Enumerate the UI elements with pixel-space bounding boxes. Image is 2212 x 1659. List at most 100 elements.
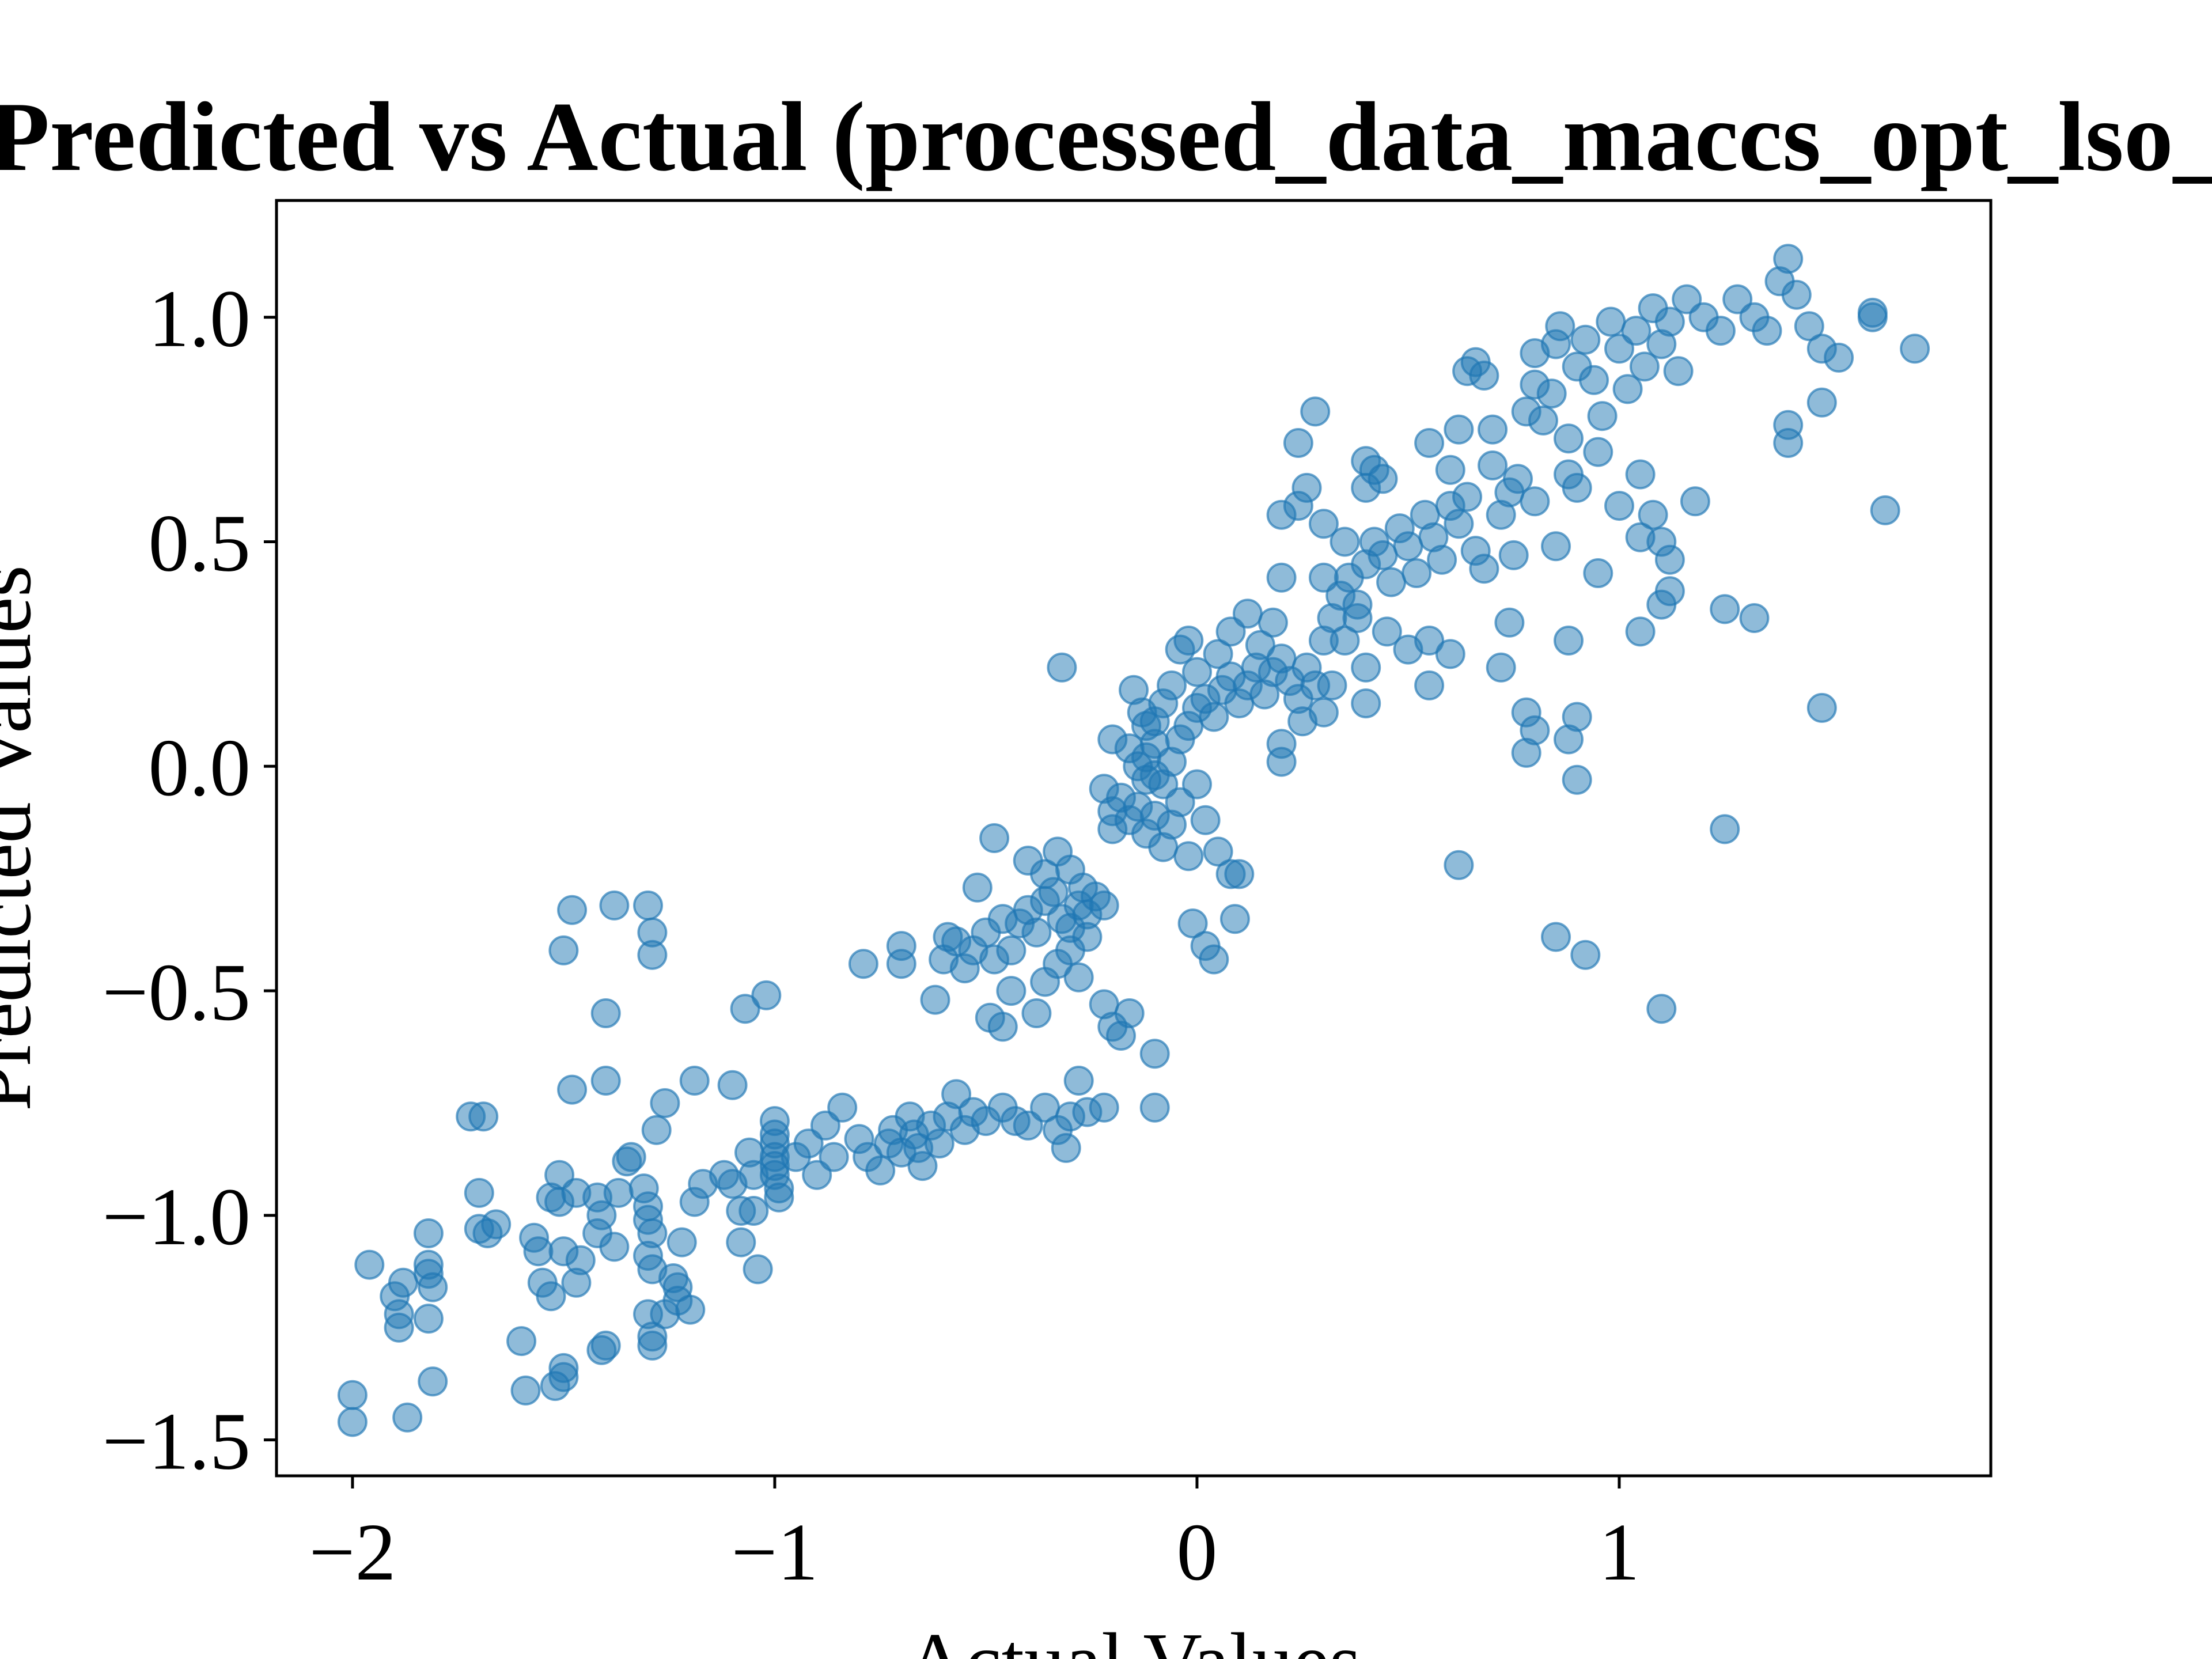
- scatter-point-86: [637, 940, 668, 970]
- scatter-point-263: [1283, 428, 1313, 458]
- scatter-point-354: [1806, 387, 1837, 418]
- scatter-point-141: [1021, 917, 1052, 948]
- scatter-point-317: [1705, 316, 1736, 346]
- scatter-point-235: [1266, 747, 1297, 777]
- scatter-point-15: [468, 1101, 499, 1132]
- scatter-point-110: [924, 1128, 955, 1159]
- scatter-point-351: [1739, 603, 1770, 633]
- scatter-point-335: [1554, 626, 1584, 656]
- scatter-point-44: [616, 1142, 646, 1172]
- scatter-point-13: [418, 1366, 448, 1397]
- scatter-point-274: [1372, 616, 1402, 647]
- scatter-point-157: [1072, 922, 1103, 952]
- scatter-point-170: [1139, 1039, 1170, 1069]
- scatter-point-283: [1444, 414, 1474, 445]
- scatter-point-20: [506, 1326, 537, 1357]
- scatter-point-98: [827, 1092, 858, 1123]
- scatter-point-165: [962, 872, 993, 903]
- scatter-point-6: [388, 1267, 418, 1298]
- scatter-point-169: [1114, 998, 1145, 1028]
- scatter-point-42: [603, 1177, 634, 1208]
- scatter-point-310: [1629, 351, 1660, 382]
- scatter-point-309: [1621, 316, 1652, 346]
- scatter-point-151: [996, 976, 1027, 1006]
- scatter-point-359: [1870, 495, 1900, 525]
- scatter-point-363: [1541, 922, 1571, 952]
- scatter-point-123: [1063, 1066, 1094, 1096]
- scatter-point-297: [1536, 378, 1567, 409]
- scatter-point-305: [1587, 401, 1618, 431]
- scatter-point-2: [354, 1249, 385, 1280]
- scatter-point-8: [413, 1218, 444, 1248]
- scatter-point-237: [1308, 697, 1339, 728]
- scatter-point-172: [1047, 652, 1077, 683]
- x-tick-label-1: −1: [731, 1506, 818, 1597]
- scatter-point-287: [1478, 414, 1508, 445]
- scatter-point-89: [679, 1066, 710, 1096]
- x-tick-label-0: −2: [309, 1506, 396, 1597]
- scatter-point-209: [1173, 841, 1204, 872]
- scatter-point-258: [1469, 554, 1499, 584]
- scatter-point-355: [1824, 342, 1854, 373]
- scatter-point-90: [717, 1070, 748, 1100]
- scatter-point-40: [590, 1330, 621, 1361]
- scatter-point-286: [1469, 361, 1499, 391]
- scatter-point-68: [738, 1196, 769, 1226]
- scatter-point-323: [1781, 279, 1812, 310]
- scatter-point-300: [1554, 423, 1584, 454]
- scatter-point-344: [1562, 702, 1592, 732]
- scatter-point-19: [481, 1209, 512, 1240]
- scatter-point-152: [1021, 998, 1052, 1028]
- y-tick-label-5: 1.0: [149, 273, 251, 364]
- scatter-point-272: [1342, 603, 1373, 633]
- scatter-point-334: [1654, 544, 1685, 575]
- scatter-point-320: [1752, 316, 1782, 346]
- scatter-point-358: [1900, 334, 1930, 364]
- y-tick-label-0: −1.5: [102, 1396, 251, 1487]
- scatter-point-330: [1604, 491, 1634, 521]
- plot-area: [337, 244, 1930, 1437]
- scatter-point-326: [1520, 486, 1550, 517]
- scatter-point-279: [1351, 688, 1381, 719]
- scatter-point-364: [1570, 940, 1601, 970]
- scatter-point-214: [1224, 859, 1255, 889]
- scatter-point-282: [1435, 454, 1465, 485]
- scatter-point-59: [675, 1294, 706, 1325]
- scatter-point-329: [1583, 437, 1613, 467]
- scatter-point-308: [1612, 374, 1643, 404]
- scatter-point-78: [548, 935, 579, 965]
- scatter-point-277: [1435, 639, 1465, 669]
- scatter-point-357: [1857, 297, 1888, 328]
- scatter-point-247: [1376, 567, 1407, 597]
- y-tick-label-4: 0.5: [149, 497, 251, 588]
- scatter-point-288: [1478, 450, 1508, 480]
- scatter-point-331: [1625, 459, 1656, 490]
- scatter-point-338: [1486, 652, 1516, 683]
- scatter-point-82: [590, 1066, 621, 1096]
- scatter-point-350: [1710, 594, 1740, 624]
- axes-frame: [275, 199, 1993, 1478]
- scatter-point-281: [1414, 428, 1445, 458]
- scatter-point-270: [1308, 562, 1339, 593]
- scatter-point-273: [1351, 652, 1381, 683]
- scatter-point-341: [1511, 737, 1541, 768]
- scatter-point-58: [666, 1227, 697, 1257]
- scatter-point-92: [751, 980, 782, 1010]
- scatter-point-271: [1330, 626, 1360, 656]
- scatter-point-159: [979, 823, 1010, 853]
- scatter-point-276: [1414, 626, 1445, 656]
- scatter-point-128: [886, 949, 916, 979]
- scatter-point-88: [650, 1088, 680, 1118]
- scatter-point-348: [1654, 576, 1685, 607]
- scatter-point-23: [523, 1236, 554, 1267]
- scatter-point-97: [819, 1142, 849, 1172]
- scatter-point-101: [865, 1155, 896, 1185]
- scatter-point-353: [1773, 428, 1804, 458]
- scatter-point-11: [418, 1272, 448, 1302]
- scatter-point-328: [1562, 472, 1592, 503]
- scatter-point-171: [1139, 1092, 1170, 1123]
- scatter-point-346: [1625, 616, 1656, 647]
- scatter-point-129: [920, 984, 950, 1015]
- scatter-point-211: [1190, 805, 1221, 835]
- scatter-point-250: [1402, 558, 1432, 588]
